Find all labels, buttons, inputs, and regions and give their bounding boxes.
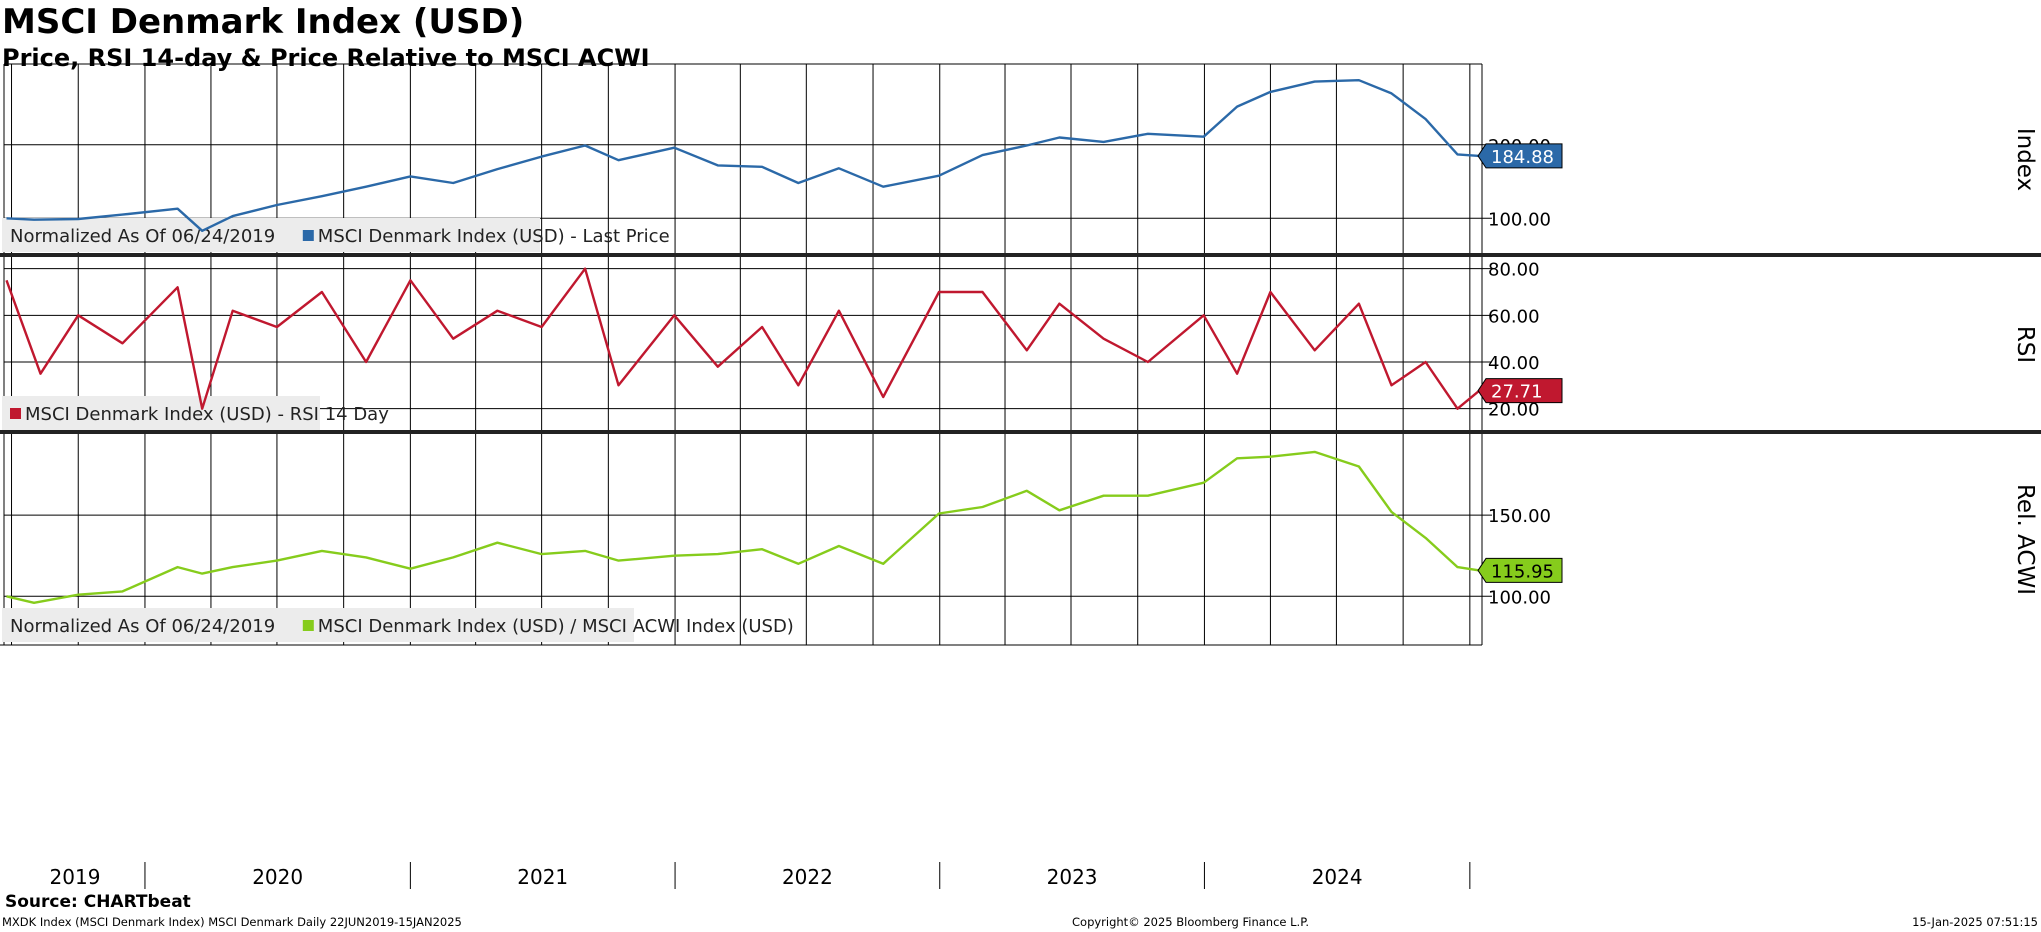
x-tick-label: 2022 — [782, 865, 833, 889]
y-tick-label: 100.00 — [1488, 209, 1551, 230]
x-tick-label: 2019 — [50, 865, 101, 889]
legend-box — [2, 218, 540, 252]
panel-relative: 100.00 150.00 Normalized As Of 06/24/2019 M… — [2, 434, 2038, 645]
footer-copyright: Copyright© 2025 Bloomberg Finance L.P. — [1072, 915, 1309, 929]
legend-swatch — [302, 230, 314, 241]
vertical-gridlines — [11, 64, 1471, 645]
footer-timestamp: 15-Jan-2025 07:51:15 — [1912, 915, 2038, 929]
series-line-relative — [6, 450, 1480, 604]
legend-box — [2, 396, 320, 430]
chart-title: MSCI Denmark Index (USD) — [2, 2, 525, 42]
last-value-label: 27.71 — [1491, 382, 1543, 403]
footer-ticker-info: MXDK Index (MSCI Denmark Index) MSCI Den… — [2, 915, 462, 929]
y-tick-label: 40.00 — [1488, 353, 1540, 374]
last-value-tag — [1477, 143, 1563, 169]
panel-separator — [0, 430, 2041, 434]
x-axis: 2019 2020 2021 2022 2023 2024 — [50, 862, 1471, 889]
x-tick-label: 2021 — [517, 865, 568, 889]
last-value-label: 115.95 — [1491, 561, 1554, 582]
last-value-tag — [1477, 557, 1563, 583]
y-tick-label: 100.00 — [1488, 587, 1551, 608]
source-note: Source: CHARTbeat — [5, 892, 191, 912]
y-tick-label: 20.00 — [1488, 400, 1540, 421]
series-line-price — [6, 78, 1480, 233]
legend-normalized-label: Normalized As Of 06/24/2019 — [10, 616, 275, 637]
last-value-tag — [1477, 378, 1563, 404]
legend-normalized-label: Normalized As Of 06/24/2019 — [10, 226, 275, 247]
legend-series-label: MSCI Denmark Index (USD) / MSCI ACWI Ind… — [318, 616, 794, 637]
axis-label-price: Index — [2012, 128, 2038, 191]
x-tick-label: 2020 — [252, 865, 303, 889]
y-tick-label: 80.00 — [1488, 260, 1540, 281]
last-value-label: 184.88 — [1491, 147, 1554, 168]
series-line-rsi — [5, 267, 1481, 410]
legend-series-label: MSCI Denmark Index (USD) - Last Price — [318, 226, 670, 247]
panel-rsi: 20.00 40.00 60.00 80.00 MSCI Denmark Index (… — [2, 257, 2038, 432]
x-tick-label: 2023 — [1047, 865, 1098, 889]
legend-swatch — [10, 408, 21, 419]
legend-series-label: MSCI Denmark Index (USD) - RSI 14 Day — [25, 404, 389, 425]
y-tick-label: 60.00 — [1488, 306, 1540, 327]
panel-separator — [0, 253, 2041, 257]
axis-label-rsi: RSI — [2012, 326, 2038, 363]
x-tick-label: 2024 — [1312, 865, 1363, 889]
legend-box — [2, 608, 634, 642]
y-tick-label: 150.00 — [1488, 506, 1551, 527]
axis-label-relative: Rel. ACWI — [2012, 484, 2038, 595]
legend-swatch — [302, 620, 314, 631]
